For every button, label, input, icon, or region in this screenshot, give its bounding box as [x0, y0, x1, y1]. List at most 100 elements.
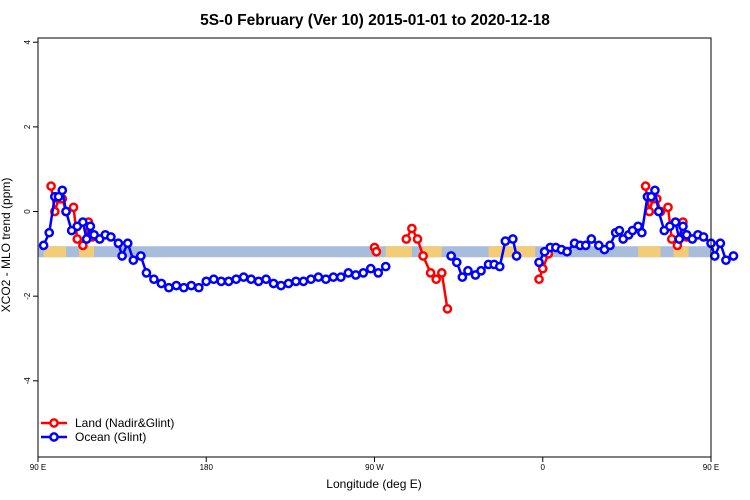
land-band	[488, 246, 536, 258]
data-point	[328, 272, 339, 282]
data-point	[562, 246, 572, 257]
legend-marker	[49, 418, 59, 428]
data-point	[238, 272, 249, 282]
data-point	[135, 251, 146, 261]
data-point	[81, 234, 92, 244]
data-point	[674, 234, 685, 244]
data-point	[350, 270, 361, 280]
data-point	[231, 274, 242, 285]
data-point	[201, 276, 212, 287]
land-band	[43, 246, 67, 258]
data-point	[336, 272, 346, 282]
land-band	[385, 246, 412, 258]
data-point	[141, 268, 152, 278]
data-point	[644, 206, 655, 217]
data-point	[72, 234, 83, 244]
x-tick-label: 180	[200, 463, 214, 472]
y-tick-label: -4	[23, 377, 32, 385]
land-band	[638, 246, 661, 258]
data-point	[253, 276, 264, 287]
data-point	[44, 227, 55, 238]
data-point	[117, 251, 127, 261]
data-point	[476, 265, 486, 276]
data-point	[171, 280, 182, 291]
data-point	[507, 234, 518, 244]
data-point	[670, 217, 681, 227]
y-axis-label: XCO2 - MLO trend (ppm)	[0, 178, 13, 313]
data-point	[636, 227, 647, 238]
data-point	[343, 268, 354, 278]
y-axis: -4 -2 0 2 4	[23, 39, 38, 384]
data-point	[223, 276, 234, 287]
data-point	[283, 278, 294, 289]
data-point	[246, 274, 256, 285]
data-point	[193, 282, 204, 293]
data-point	[401, 234, 412, 244]
x-tick-label: 90 W	[365, 463, 384, 472]
data-point	[412, 234, 423, 244]
data-point	[678, 221, 688, 232]
series-layer	[38, 181, 739, 314]
data-point	[291, 276, 301, 287]
x-tick-label: 90 E	[703, 463, 719, 472]
data-point	[113, 238, 124, 249]
land-band	[79, 246, 95, 258]
data-point	[586, 234, 597, 244]
legend-label: Land (Nadir&Glint)	[75, 416, 174, 430]
data-point	[715, 238, 726, 249]
land-band	[673, 246, 689, 258]
data-point	[650, 185, 660, 196]
data-point	[186, 280, 197, 291]
land-band	[423, 246, 442, 258]
data-point	[457, 272, 468, 282]
x-axis-label: Longitude (deg E)	[326, 477, 421, 491]
data-point	[663, 202, 673, 213]
data-point	[85, 221, 96, 232]
data-point	[268, 278, 279, 289]
data-point	[46, 181, 56, 191]
data-point	[208, 274, 219, 285]
data-point	[640, 181, 651, 191]
data-point	[442, 304, 453, 314]
data-point	[436, 268, 447, 278]
legend-label: Ocean (Glint)	[75, 430, 146, 444]
data-point	[371, 246, 382, 257]
data-point	[446, 251, 456, 261]
data-point	[128, 255, 139, 266]
data-point	[614, 225, 625, 236]
data-point	[164, 282, 174, 293]
x-tick-label: 90 E	[30, 463, 46, 472]
data-point	[156, 278, 167, 289]
legend-marker	[49, 432, 59, 442]
data-point	[463, 265, 473, 276]
data-point	[451, 257, 462, 268]
data-point	[306, 274, 316, 285]
data-point	[534, 257, 544, 268]
data-point	[321, 274, 331, 285]
data-point	[380, 261, 391, 272]
data-point	[78, 217, 88, 227]
data-point	[57, 185, 68, 196]
data-point	[122, 238, 133, 249]
data-point	[721, 255, 731, 266]
data-point	[709, 251, 720, 261]
x-axis: 90 E 180 90 W 0 90 E	[30, 457, 719, 472]
data-point	[358, 268, 369, 278]
data-point	[580, 240, 591, 251]
series-ocean	[38, 185, 739, 293]
data-point	[68, 202, 79, 213]
data-point	[425, 268, 436, 278]
data-point	[511, 251, 522, 261]
data-point	[407, 223, 417, 234]
data-point	[276, 280, 286, 291]
data-point	[666, 234, 677, 244]
data-point	[38, 240, 49, 251]
x-tick-label: 0	[541, 463, 546, 472]
data-point	[261, 274, 271, 285]
data-point	[534, 274, 544, 285]
data-point	[698, 232, 709, 242]
data-point	[494, 261, 505, 272]
data-point	[431, 274, 442, 285]
data-point	[365, 263, 376, 274]
data-point	[298, 276, 309, 287]
